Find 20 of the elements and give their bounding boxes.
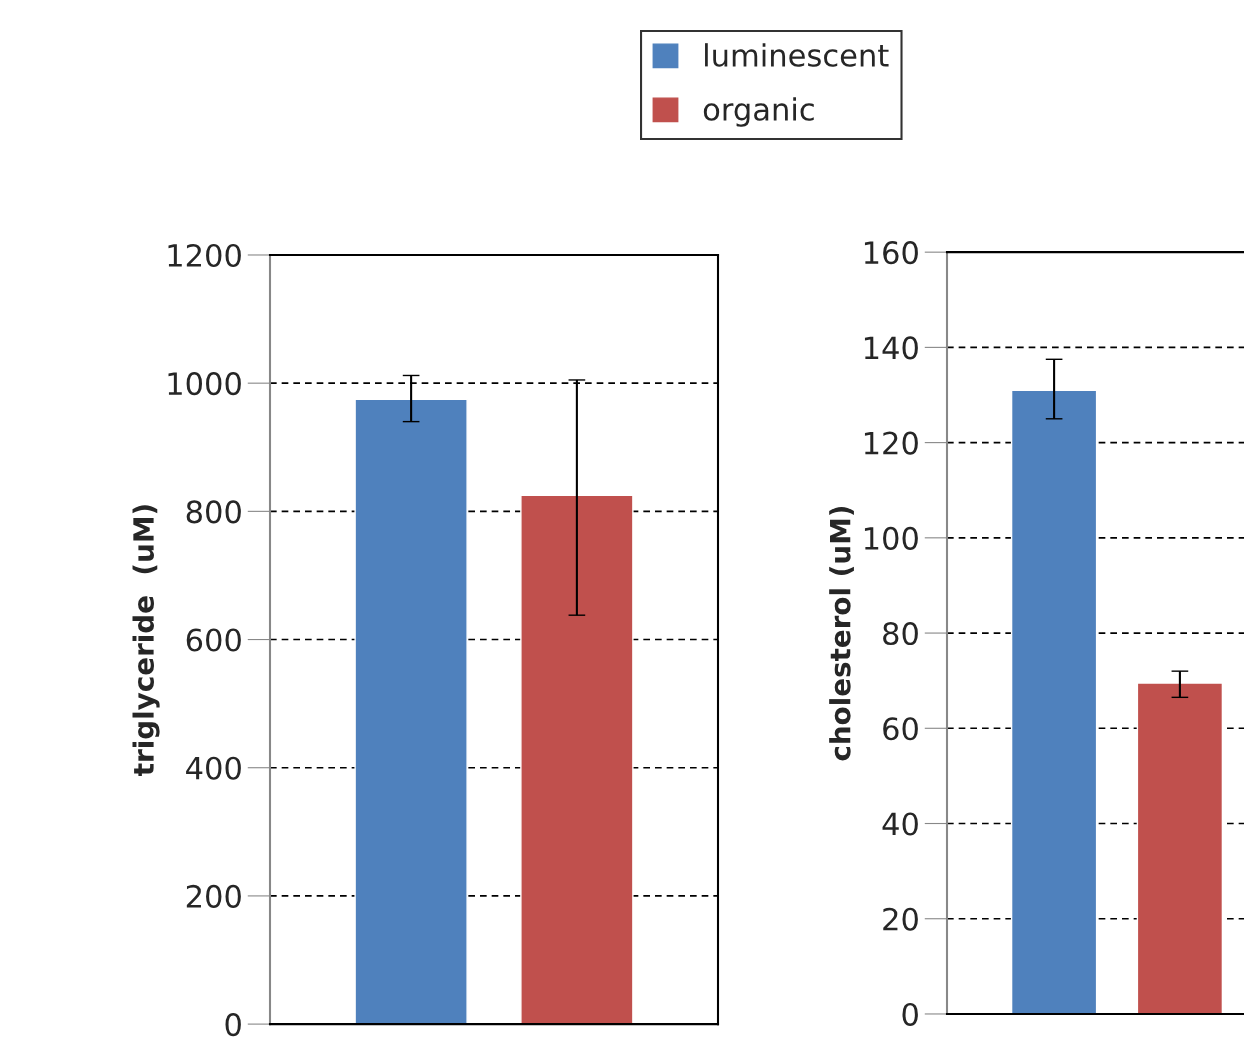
y-tick-label: 200 (186, 884, 241, 908)
y-tick-label: 400 (186, 756, 241, 780)
y-tick-label: 1200 (168, 243, 241, 268)
y-tick-label: 120 (864, 431, 918, 455)
y-tick-label: 60 (883, 717, 918, 741)
y-tick-label: 100 (864, 526, 918, 550)
legend-label: luminescent (705, 43, 889, 67)
y-tick-label: 1000 (168, 372, 241, 396)
y-axis-title: triglyceride (uM) (132, 505, 160, 776)
y-tick-label: 80 (883, 621, 918, 646)
y-tick-label: 40 (882, 812, 918, 836)
legend-label: organic (703, 97, 814, 127)
y-axis-title: cholesterol (uM) (829, 506, 854, 761)
y-tick-label: 800 (186, 500, 241, 524)
y-tick-label: 20 (883, 907, 918, 931)
y-tick-label: 0 (225, 1013, 241, 1037)
y-tick-label: 140 (864, 336, 918, 360)
y-tick-label: 0 (902, 1002, 918, 1027)
y-tick-label: 600 (186, 628, 241, 652)
y-tick-label: 160 (864, 241, 918, 265)
